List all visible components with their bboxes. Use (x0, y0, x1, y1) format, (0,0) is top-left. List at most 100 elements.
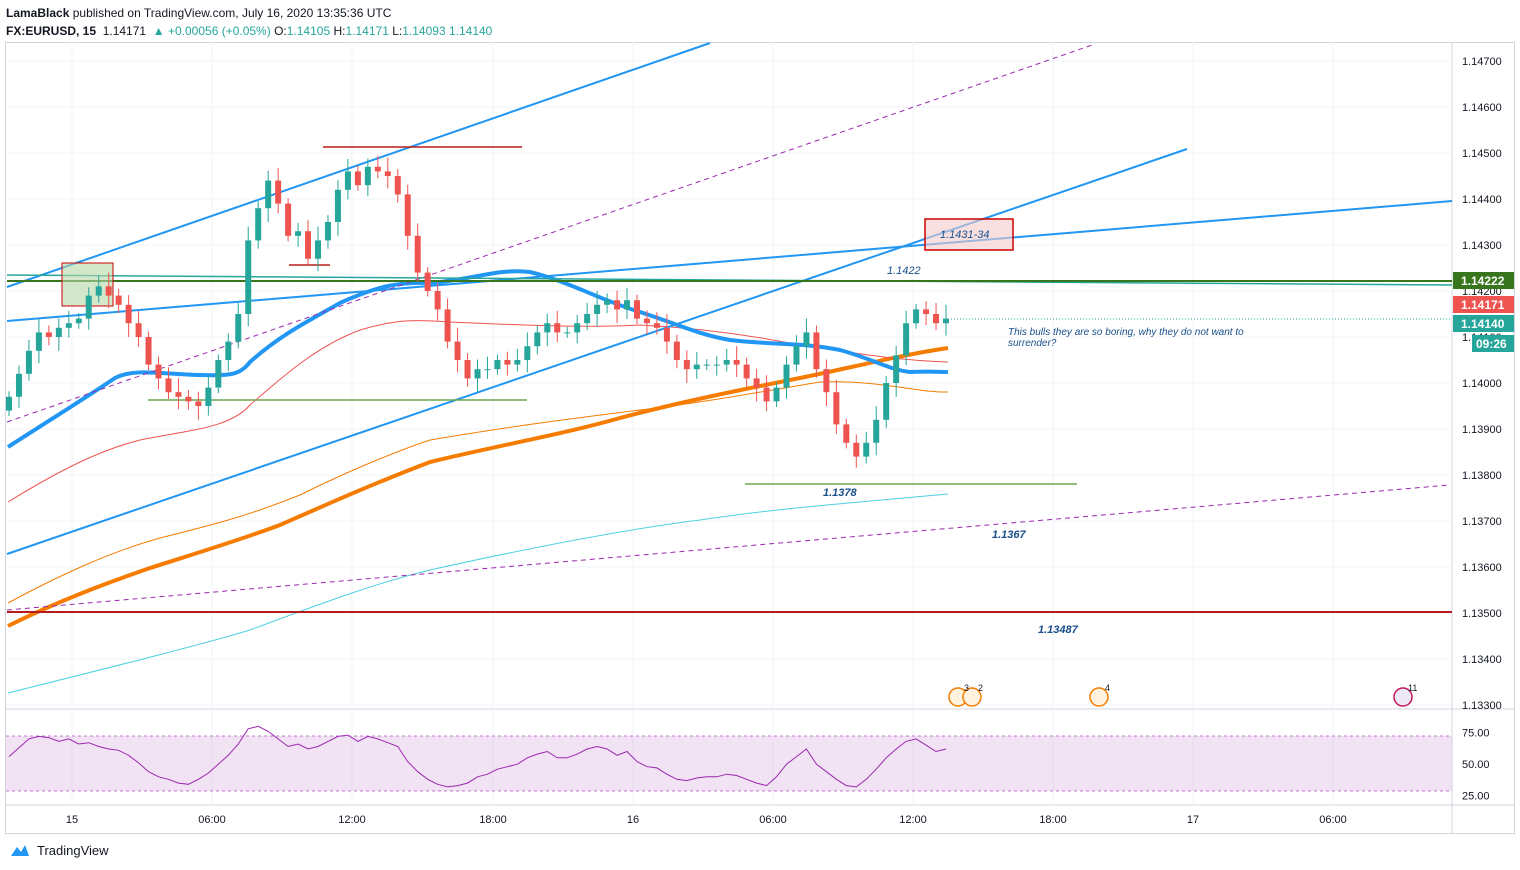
trendline-lower-channel (6, 148, 1188, 555)
trendline-dashed-upper (6, 43, 1096, 423)
author-name[interactable]: LamaBlack (6, 6, 70, 20)
candle-body (25, 350, 32, 374)
symbol-header: FX:EURUSD, 15 1.14171 ▲ +0.00056 (+0.05%… (6, 22, 492, 40)
rsi-tick: 25.00 (1462, 791, 1490, 803)
candle-body (803, 332, 810, 347)
candle-body (703, 364, 710, 366)
price-tick: 1.14300 (1462, 240, 1502, 252)
candle-body (514, 360, 521, 365)
tradingview-footer[interactable]: TradingView (8, 842, 109, 858)
candle-body (265, 180, 272, 209)
price-change: ▲ +0.00056 (+0.05%) (152, 24, 271, 38)
candle-body (414, 235, 421, 273)
candle-body (524, 346, 531, 360)
candle-body (404, 194, 411, 236)
candle-body (45, 332, 52, 337)
candle-body (554, 323, 561, 333)
candle-body (384, 171, 391, 176)
candle-body (544, 323, 551, 333)
candle-body (315, 240, 322, 259)
low-value: 1.14093 (402, 24, 446, 38)
svg-text:11: 11 (1408, 683, 1417, 693)
low-label: L: (392, 24, 403, 38)
svg-text:1.14140: 1.14140 (1461, 317, 1505, 331)
candle-body (165, 378, 172, 393)
candle-body (913, 309, 920, 324)
candle-body (943, 318, 949, 324)
price-label-1-14140: 1.14140 (1453, 315, 1514, 332)
candle-body (215, 360, 222, 388)
candle-body (663, 327, 670, 342)
price-chart[interactable]: 1.1431-34 1.1422 1.1378 1.1367 1.13487 T… (0, 0, 1520, 835)
time-tick: 06:00 (1319, 814, 1347, 826)
candle-body (594, 304, 601, 314)
candle-body (115, 295, 122, 305)
price-tick: 1.13300 (1462, 700, 1502, 712)
candle-body (55, 327, 62, 337)
publish-info: published on TradingView.com, July 16, 2… (72, 6, 392, 20)
candle-body (863, 442, 870, 457)
candle-body (135, 323, 142, 337)
target-zone-box (924, 218, 1014, 251)
price-tick: 1.14400 (1462, 194, 1502, 206)
candle-body (753, 378, 760, 388)
time-axis: 15 06:00 12:00 18:00 16 06:00 12:00 18:00 17 06:0… (66, 814, 1347, 826)
candle-body (105, 286, 112, 296)
grid (6, 42, 1452, 805)
svg-text:1.14222: 1.14222 (1461, 274, 1505, 288)
brand-label: TradingView (37, 842, 109, 858)
rsi-band (6, 736, 1452, 791)
time-tick: 15 (66, 814, 78, 826)
candle-body (633, 300, 640, 319)
candle-body (85, 295, 92, 319)
event-flag-icon[interactable]: 4 (1089, 683, 1110, 707)
candle-body (145, 337, 152, 365)
rsi-tick: 75.00 (1462, 728, 1490, 740)
svg-text:09:26: 09:26 (1476, 337, 1507, 351)
price-tick: 1.14600 (1462, 102, 1502, 114)
open-value: 1.14105 (286, 24, 331, 38)
time-tick: 06:00 (198, 814, 226, 826)
candle-body (255, 208, 262, 241)
candle-body (793, 346, 800, 365)
candle-body (324, 222, 331, 241)
candle-body (783, 364, 790, 388)
candle-body (155, 364, 162, 379)
time-tick: 16 (627, 814, 639, 826)
time-tick: 17 (1187, 814, 1199, 826)
candle-body (185, 396, 192, 402)
price-label-1-14222: 1.14222 (1453, 272, 1514, 289)
chart-frame (5, 42, 1515, 834)
candle-body (853, 442, 860, 457)
price-tick: 1.13500 (1462, 608, 1502, 620)
annotation-1-1378: 1.1378 (823, 487, 858, 499)
close-value: 1.14140 (448, 24, 493, 38)
event-flag-icon[interactable]: 11 (1393, 683, 1417, 707)
candle-body (434, 291, 441, 310)
price-tick: 1.13800 (1462, 470, 1502, 482)
svg-text:1.14171: 1.14171 (1461, 298, 1505, 312)
countdown-label: 09:26 (1472, 335, 1514, 352)
candle-body (344, 171, 351, 190)
time-tick: 18:00 (1039, 814, 1067, 826)
symbol-label[interactable]: FX:EURUSD, 15 (6, 24, 97, 38)
candle-body (883, 383, 890, 420)
price-tick: 1.13900 (1462, 424, 1502, 436)
candle-body (743, 364, 750, 379)
candle-body (75, 318, 82, 324)
price-tick: 1.14500 (1462, 148, 1502, 160)
time-tick: 06:00 (759, 814, 787, 826)
candle-body (464, 360, 471, 379)
annotation-1-13487: 1.13487 (1038, 624, 1079, 636)
candle-body (923, 309, 930, 314)
candle-body (454, 341, 461, 360)
candle-body (903, 323, 910, 356)
price-tick: 1.14000 (1462, 378, 1502, 390)
ma-teal (7, 493, 949, 694)
price-tick: 1.13400 (1462, 654, 1502, 666)
candle-body (65, 323, 72, 328)
svg-text:4: 4 (1105, 683, 1110, 693)
candle-body (424, 272, 431, 291)
time-tick: 12:00 (338, 814, 366, 826)
